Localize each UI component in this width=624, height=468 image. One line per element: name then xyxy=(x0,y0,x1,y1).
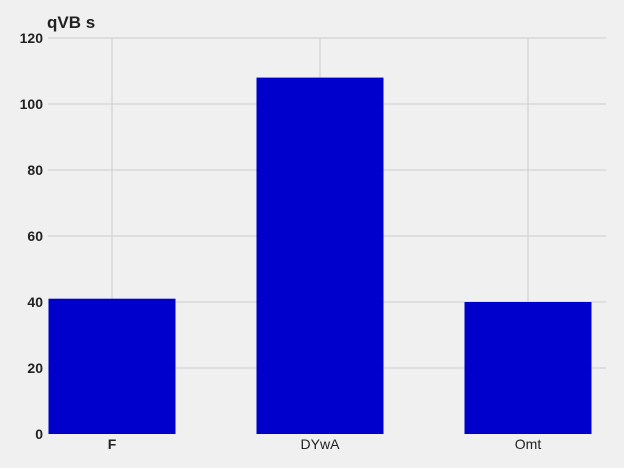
label-layer: 0 20 40 60 80 100 120 F DYwA Omt xyxy=(20,30,542,452)
chart-title: qVB s xyxy=(47,13,95,32)
bar-omt xyxy=(464,302,592,434)
y-tick-label: 20 xyxy=(27,360,43,376)
y-tick-label: 80 xyxy=(27,162,43,178)
bar-f xyxy=(48,298,176,434)
y-tick-label: 40 xyxy=(27,294,43,310)
x-tick-label: DYwA xyxy=(301,436,341,452)
x-tick-label: Omt xyxy=(515,436,542,452)
bar-dywa xyxy=(256,77,384,434)
x-tick-label: F xyxy=(108,436,117,452)
y-tick-label: 0 xyxy=(35,426,43,442)
y-tick-label: 60 xyxy=(27,228,43,244)
y-tick-label: 120 xyxy=(20,30,44,46)
y-tick-label: 100 xyxy=(20,96,44,112)
bar-layer xyxy=(48,77,592,434)
